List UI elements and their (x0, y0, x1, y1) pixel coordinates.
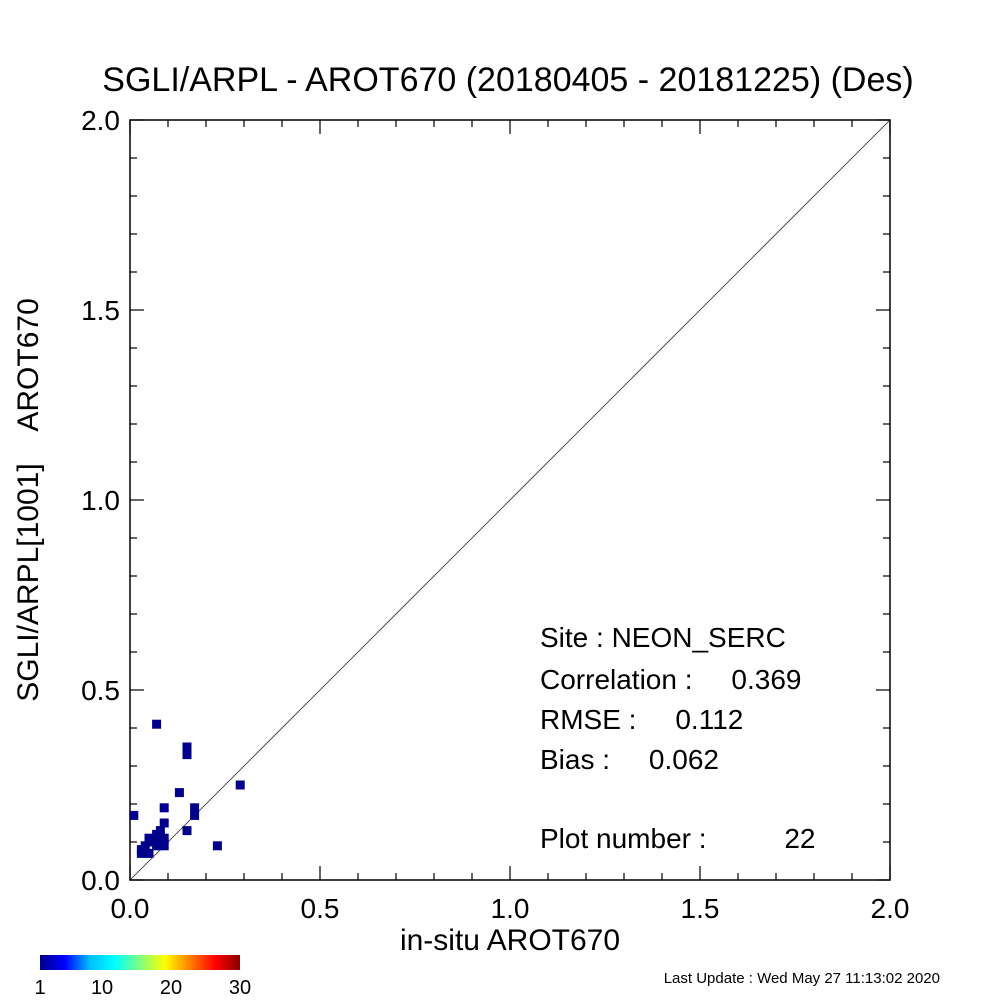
data-point (159, 818, 169, 828)
y-tick-label: 0.5 (81, 675, 120, 706)
stats-block: Site : NEON_SERC Correlation : 0.369 RMS… (540, 622, 815, 854)
stat-rmse: RMSE : 0.112 (540, 704, 743, 735)
data-point (182, 826, 192, 836)
y-tick-label: 0.0 (81, 865, 120, 896)
data-point (155, 826, 165, 836)
data-point (182, 750, 192, 760)
data-point (190, 810, 200, 820)
data-point (190, 803, 200, 813)
x-tick-label: 1.5 (681, 893, 720, 924)
axis-ticks (129, 119, 891, 881)
colorbar-tick-label: 20 (160, 977, 182, 999)
y-tick-label: 1.5 (81, 295, 120, 326)
colorbar-tick-label: 1 (34, 977, 45, 999)
x-tick-labels: 0.0 0.5 1.0 1.5 2.0 (111, 893, 910, 924)
stat-correlation: Correlation : 0.369 (540, 664, 801, 695)
data-points (129, 719, 245, 858)
y-tick-label: 1.0 (81, 485, 120, 516)
data-point (182, 742, 192, 752)
colorbar-tick-label: 30 (229, 977, 251, 999)
data-point (159, 833, 169, 843)
last-update: Last Update : Wed May 27 11:13:02 2020 (664, 970, 940, 987)
x-tick-label: 2.0 (871, 893, 910, 924)
stat-plot-number: Plot number : 22 (540, 823, 815, 854)
data-point (174, 788, 184, 798)
colorbar-tick-label: 10 (91, 977, 113, 999)
x-tick-label: 0.5 (301, 893, 340, 924)
x-tick-label: 1.0 (491, 893, 530, 924)
y-tick-labels: 0.0 0.5 1.0 1.5 2.0 (81, 105, 120, 896)
data-point (159, 841, 169, 851)
data-point (212, 841, 222, 851)
data-point (140, 841, 150, 851)
data-point (152, 719, 162, 729)
y-axis-label: SGLI/ARPL[1001] AROT670 (12, 298, 45, 702)
x-axis-label: in-situ AROT670 (400, 924, 620, 957)
one-to-one-line (129, 119, 891, 881)
data-point (136, 848, 146, 858)
stat-site: Site : NEON_SERC (540, 622, 786, 653)
data-point (235, 780, 245, 790)
data-point (144, 848, 154, 858)
data-point (159, 803, 169, 813)
colorbar (40, 955, 240, 970)
y-tick-label: 2.0 (81, 105, 120, 136)
x-tick-label: 0.0 (111, 893, 150, 924)
stat-bias: Bias : 0.062 (540, 744, 719, 775)
data-point (129, 810, 139, 820)
colorbar-ticks: 1 10 20 30 (34, 977, 251, 999)
chart-title: SGLI/ARPL - AROT670 (20180405 - 20181225… (102, 61, 913, 99)
